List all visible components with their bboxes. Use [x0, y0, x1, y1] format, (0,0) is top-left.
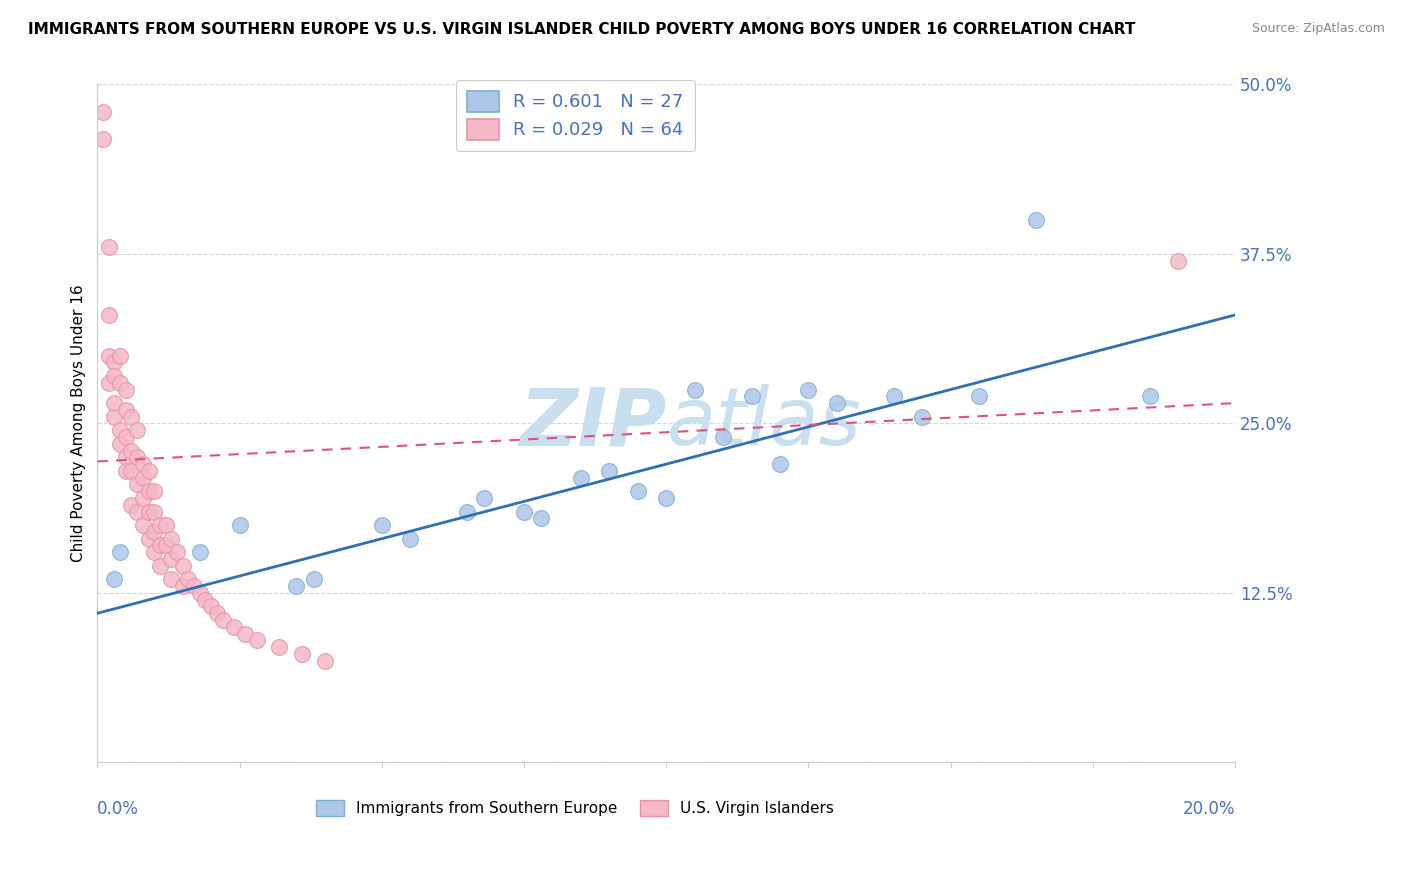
- Point: [108, 437, 131, 451]
- Point: [1025, 213, 1047, 227]
- Point: [121, 443, 143, 458]
- Point: [149, 518, 172, 533]
- Point: [200, 599, 222, 614]
- Point: [114, 450, 136, 465]
- Point: [472, 491, 495, 505]
- Text: atlas: atlas: [666, 384, 860, 462]
- Point: [655, 491, 678, 505]
- Point: [155, 539, 177, 553]
- Point: [108, 376, 131, 390]
- Point: [108, 349, 131, 363]
- Point: [1167, 253, 1189, 268]
- Point: [127, 505, 149, 519]
- Point: [530, 511, 553, 525]
- Point: [114, 383, 136, 397]
- Point: [183, 579, 205, 593]
- Point: [97, 308, 120, 322]
- Point: [160, 573, 183, 587]
- Point: [103, 368, 125, 383]
- Point: [172, 579, 194, 593]
- Point: [228, 518, 250, 533]
- Point: [114, 403, 136, 417]
- Point: [399, 532, 422, 546]
- Y-axis label: Child Poverty Among Boys Under 16: Child Poverty Among Boys Under 16: [72, 285, 86, 562]
- Legend: Immigrants from Southern Europe, U.S. Virgin Islanders: Immigrants from Southern Europe, U.S. Vi…: [311, 795, 841, 822]
- Text: ZIP: ZIP: [519, 384, 666, 462]
- Point: [222, 620, 245, 634]
- Point: [121, 409, 143, 424]
- Point: [1139, 389, 1161, 403]
- Point: [114, 430, 136, 444]
- Point: [138, 532, 160, 546]
- Point: [569, 471, 592, 485]
- Point: [188, 545, 211, 559]
- Point: [302, 573, 325, 587]
- Point: [91, 131, 114, 145]
- Point: [138, 464, 160, 478]
- Point: [132, 518, 155, 533]
- Point: [114, 464, 136, 478]
- Point: [627, 484, 650, 499]
- Text: Source: ZipAtlas.com: Source: ZipAtlas.com: [1251, 22, 1385, 36]
- Point: [769, 457, 792, 471]
- Point: [160, 552, 183, 566]
- Point: [269, 640, 291, 655]
- Point: [127, 450, 149, 465]
- Point: [103, 396, 125, 410]
- Point: [132, 457, 155, 471]
- Point: [371, 518, 394, 533]
- Point: [285, 579, 308, 593]
- Point: [108, 545, 131, 559]
- Point: [127, 423, 149, 437]
- Point: [149, 558, 172, 573]
- Point: [121, 464, 143, 478]
- Text: 20.0%: 20.0%: [1182, 800, 1234, 818]
- Point: [172, 558, 194, 573]
- Point: [291, 647, 314, 661]
- Point: [711, 430, 734, 444]
- Point: [103, 573, 125, 587]
- Point: [143, 524, 166, 539]
- Point: [149, 539, 172, 553]
- Point: [138, 505, 160, 519]
- Point: [911, 409, 934, 424]
- Point: [143, 545, 166, 559]
- Point: [194, 592, 217, 607]
- Point: [513, 505, 536, 519]
- Point: [127, 477, 149, 491]
- Point: [883, 389, 905, 403]
- Point: [177, 573, 200, 587]
- Point: [132, 491, 155, 505]
- Point: [103, 409, 125, 424]
- Point: [121, 498, 143, 512]
- Point: [741, 389, 763, 403]
- Point: [166, 545, 188, 559]
- Point: [825, 396, 848, 410]
- Point: [233, 626, 256, 640]
- Point: [683, 383, 706, 397]
- Point: [97, 376, 120, 390]
- Point: [205, 607, 228, 621]
- Point: [314, 654, 336, 668]
- Point: [211, 613, 233, 627]
- Point: [97, 240, 120, 254]
- Point: [138, 484, 160, 499]
- Point: [160, 532, 183, 546]
- Point: [797, 383, 820, 397]
- Point: [143, 484, 166, 499]
- Point: [97, 349, 120, 363]
- Point: [143, 505, 166, 519]
- Point: [132, 471, 155, 485]
- Point: [155, 518, 177, 533]
- Text: IMMIGRANTS FROM SOUTHERN EUROPE VS U.S. VIRGIN ISLANDER CHILD POVERTY AMONG BOYS: IMMIGRANTS FROM SOUTHERN EUROPE VS U.S. …: [28, 22, 1136, 37]
- Point: [598, 464, 620, 478]
- Point: [91, 104, 114, 119]
- Point: [108, 423, 131, 437]
- Point: [967, 389, 990, 403]
- Point: [188, 586, 211, 600]
- Point: [103, 355, 125, 369]
- Point: [456, 505, 478, 519]
- Text: 0.0%: 0.0%: [97, 800, 139, 818]
- Point: [246, 633, 269, 648]
